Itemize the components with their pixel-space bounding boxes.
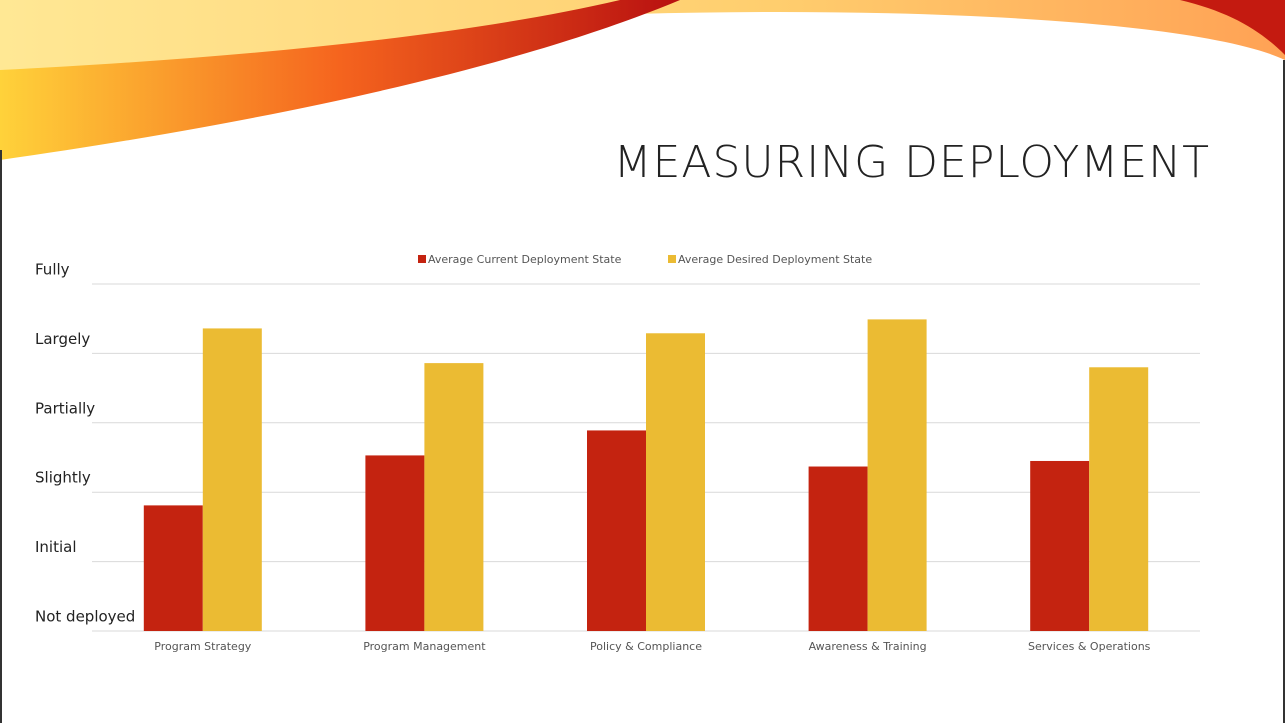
bar [868,319,927,631]
bar [424,363,483,631]
bar [646,333,705,631]
legend-swatch [418,255,426,263]
chart-title: MEASURING DEPLOYMENT [614,137,1210,188]
bar [809,467,868,631]
y-tick-label: Slightly [35,469,91,487]
slide: MEASURING DEPLOYMENT Not deployed Initial… [0,0,1285,723]
bar [144,505,203,631]
y-tick-label: Partially [35,399,95,417]
bar [1089,367,1148,631]
y-tick-label: Largely [35,330,90,348]
legend-label: Average Desired Deployment State [678,253,872,266]
bar [1030,461,1089,631]
y-tick-label: Fully [35,261,70,279]
legend-swatch [668,255,676,263]
bar [365,455,424,631]
x-tick-label: Program Strategy [154,640,252,653]
x-tick-label: Policy & Compliance [590,640,702,653]
x-tick-label: Program Management [363,640,486,653]
legend-label: Average Current Deployment State [428,253,622,266]
bar [587,430,646,631]
y-tick-label: Initial [35,538,77,556]
y-tick-label: Not deployed [35,608,135,626]
x-tick-label: Services & Operations [1028,640,1151,653]
bar [203,328,262,631]
x-tick-label: Awareness & Training [809,640,927,653]
